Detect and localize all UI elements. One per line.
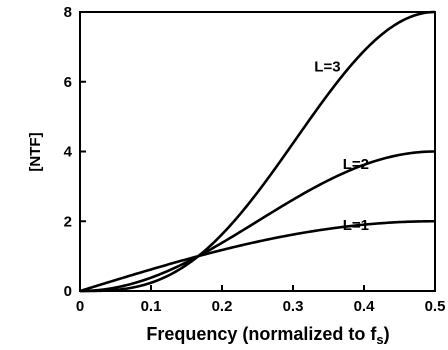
x-tick-label: 0.5 xyxy=(425,298,446,315)
series-line-l2 xyxy=(79,150,436,293)
x-axis-title: Frequency (normalized to fs) xyxy=(146,324,389,347)
series-line-l1 xyxy=(79,219,435,293)
x-axis-title-main: Frequency (normalized to f xyxy=(146,324,377,344)
y-tick-labels: 0 2 4 6 8 xyxy=(64,4,73,300)
x-tick-label: 0.1 xyxy=(141,298,162,315)
series-label: L=1 xyxy=(343,217,369,234)
y-tick-label: 6 xyxy=(64,74,72,91)
y-tick-label: 0 xyxy=(64,283,72,300)
x-tick-label: 0.2 xyxy=(212,298,233,315)
axis-ticks xyxy=(79,11,436,292)
x-tick-labels: 0 0.1 0.2 0.3 0.4 0.5 xyxy=(76,298,446,315)
x-tick-label: 0.3 xyxy=(283,298,304,315)
series-line-l3 xyxy=(80,10,436,293)
y-tick-label: 4 xyxy=(64,144,73,161)
x-tick-label: 0 xyxy=(76,298,84,315)
series-label: L=3 xyxy=(314,58,340,75)
series-lines xyxy=(79,10,436,293)
x-tick-label: 0.4 xyxy=(354,298,376,315)
x-axis-title-close: ) xyxy=(384,324,390,344)
series-label: L=2 xyxy=(343,156,369,173)
y-tick-label: 2 xyxy=(64,213,72,230)
x-axis-title-sub: s xyxy=(376,332,383,347)
plot-frame xyxy=(79,11,436,292)
y-axis-title: [NTF] xyxy=(27,132,44,171)
series-labels: L=1 L=2 L=3 xyxy=(314,58,369,234)
y-tick-label: 8 xyxy=(64,4,72,21)
